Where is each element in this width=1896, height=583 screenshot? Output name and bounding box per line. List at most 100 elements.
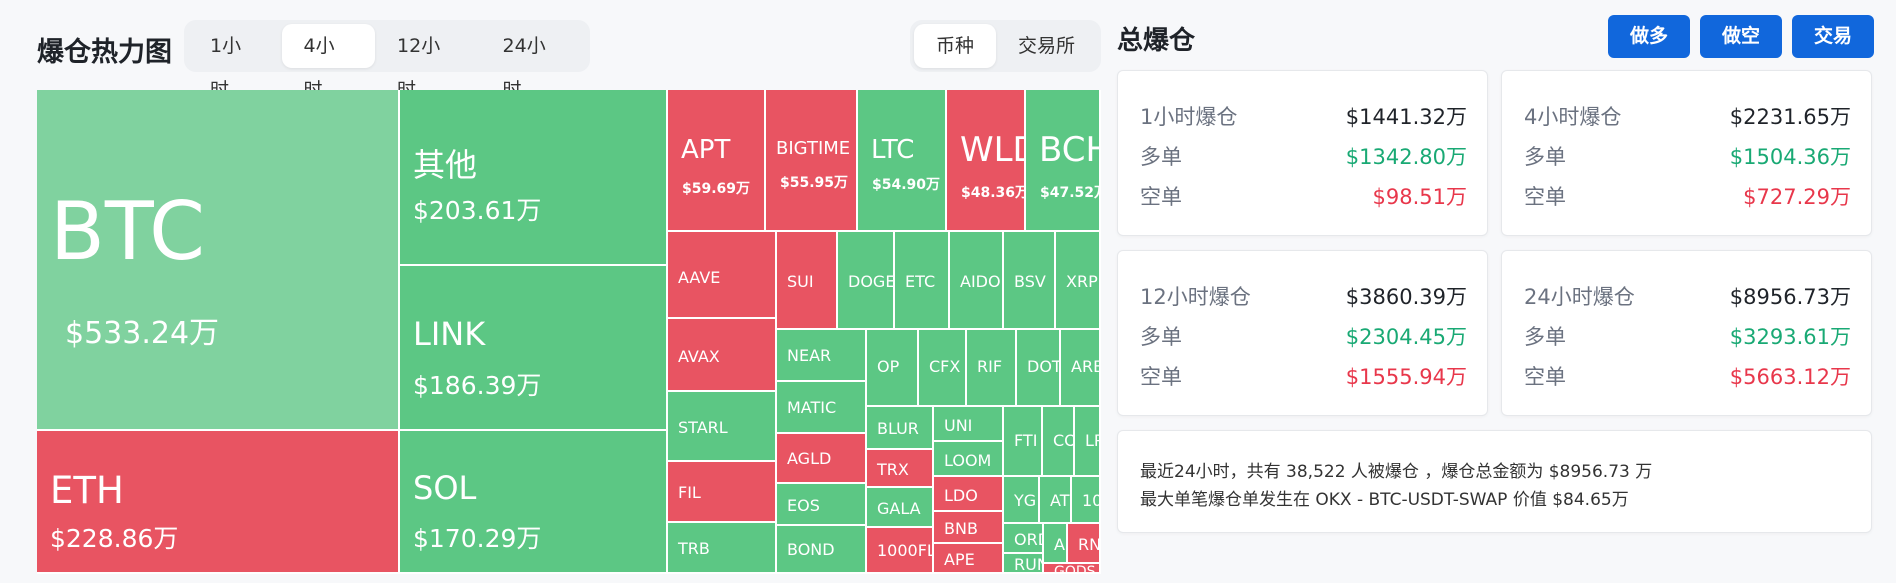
tile-symbol: CFX <box>929 357 961 376</box>
treemap-tile-ord[interactable]: ORD <box>1004 524 1044 554</box>
tile-symbol: RUN <box>1014 555 1042 574</box>
treemap-tile-rn[interactable]: RN <box>1068 524 1101 564</box>
tile-symbol: GALA <box>877 499 921 518</box>
tile-symbol: AIDO <box>960 272 1001 291</box>
treemap-tile-bigtime[interactable]: BIGTIME $55.95万 <box>766 90 858 232</box>
treemap-tile-xrp[interactable]: XRP <box>1056 232 1101 330</box>
treemap-tile-doge[interactable]: DOGE <box>838 232 895 330</box>
tile-symbol: WLD <box>960 130 1024 170</box>
long-label: 多单 <box>1140 145 1182 169</box>
card-1h: 1小时爆仓 $1441.32万 多单 $1342.80万 空单 $98.51万 <box>1117 70 1488 236</box>
tile-symbol: ARB <box>1071 357 1101 376</box>
treemap-tile-ad[interactable]: AD <box>1044 524 1068 564</box>
tile-symbol: AAVE <box>678 268 721 287</box>
long-label: 多单 <box>1524 145 1566 169</box>
trade-button[interactable]: 交易 <box>1792 15 1874 58</box>
treemap-tile-at[interactable]: AT <box>1040 477 1072 524</box>
treemap-tile-matic[interactable]: MATIC <box>777 382 867 434</box>
treemap-tile-eth[interactable]: ETH $228.86万 <box>37 431 400 574</box>
treemap-tile-blur[interactable]: BLUR <box>867 407 934 450</box>
treemap-tile-loom[interactable]: LOOM <box>934 442 1004 477</box>
treemap-tile-yg[interactable]: YG <box>1004 477 1040 524</box>
short-value: $5663.12万 <box>1729 365 1851 389</box>
short-label: 空单 <box>1524 365 1566 389</box>
treemap-tile-bond[interactable]: BOND <box>777 526 867 574</box>
treemap-tile-aido[interactable]: AIDO <box>950 232 1004 330</box>
card-total: $3860.39万 <box>1345 285 1467 309</box>
tab-coin[interactable]: 币种 <box>914 24 996 68</box>
treemap-tile-rif[interactable]: RIF <box>967 330 1017 407</box>
treemap-tile-co[interactable]: CO <box>1043 407 1075 477</box>
tile-symbol: FIL <box>678 483 701 502</box>
treemap-tile-gods[interactable]: GODS <box>1044 564 1101 574</box>
treemap-tile-avax[interactable]: AVAX <box>668 319 777 392</box>
tab-4h[interactable]: 4小时 <box>281 24 376 101</box>
treemap-tile-eos[interactable]: EOS <box>777 484 867 526</box>
treemap-tile-cfx[interactable]: CFX <box>919 330 967 407</box>
treemap-tile-其他[interactable]: 其他 $203.61万 <box>400 90 668 266</box>
tab-24h[interactable]: 24小时 <box>502 35 546 101</box>
treemap-tile-apt[interactable]: APT $59.69万 <box>668 90 766 232</box>
liquidation-heatmap: BTC $533.24万 ETH $228.86万 其他 $203.61万 LINK $186… <box>37 90 1101 574</box>
treemap-tile-ldo[interactable]: LDO <box>934 477 1004 512</box>
treemap-tile-op[interactable]: OP <box>867 330 919 407</box>
tile-symbol: BTC <box>50 185 205 278</box>
long-label: 多单 <box>1524 325 1566 349</box>
treemap-tile-arb[interactable]: ARB <box>1061 330 1101 407</box>
treemap-tile-near[interactable]: NEAR <box>777 330 867 382</box>
tile-symbol: STARL <box>678 418 728 437</box>
treemap-tile-fil[interactable]: FIL <box>668 462 777 523</box>
treemap-tile-starl[interactable]: STARL <box>668 392 777 462</box>
page-title: 爆仓热力图 <box>37 37 172 68</box>
treemap-tile-link[interactable]: LINK $186.39万 <box>400 266 668 431</box>
treemap-tile-fti[interactable]: FTI <box>1004 407 1043 477</box>
treemap-tile-run[interactable]: RUN <box>1004 554 1044 574</box>
treemap-tile-btc[interactable]: BTC $533.24万 <box>37 90 400 431</box>
treemap-tile-agld[interactable]: AGLD <box>777 434 867 484</box>
tile-symbol: YG <box>1014 491 1037 510</box>
tile-symbol: LDO <box>944 486 978 505</box>
tile-symbol: DOT <box>1027 357 1061 376</box>
tile-symbol: APT <box>681 135 731 165</box>
long-value: $1342.80万 <box>1345 145 1467 169</box>
tile-symbol: ETC <box>905 272 936 291</box>
tile-symbol: TRB <box>678 539 710 558</box>
treemap-tile-sol[interactable]: SOL $170.29万 <box>400 431 668 574</box>
treemap-tile-ape[interactable]: APE <box>934 544 1004 574</box>
short-value: $98.51万 <box>1372 185 1467 209</box>
treemap-tile-wld[interactable]: WLD $48.36万 <box>947 90 1026 232</box>
tab-exchange[interactable]: 交易所 <box>1018 35 1076 57</box>
short-label: 空单 <box>1140 185 1182 209</box>
treemap-tile-1000fl[interactable]: 1000FL <box>867 528 934 574</box>
summary-card: 最近24小时，共有 38,522 人被爆仓 ，爆仓总金额为 $8956.73 万… <box>1117 430 1872 533</box>
treemap-tile-aave[interactable]: AAVE <box>668 232 777 319</box>
treemap-tile-lp[interactable]: LP <box>1075 407 1101 477</box>
tab-12h[interactable]: 12小时 <box>397 35 441 101</box>
card-total: $8956.73万 <box>1729 285 1851 309</box>
tile-symbol: BCH <box>1039 130 1099 170</box>
summary-line-1: 最近24小时，共有 38,522 人被爆仓 ，爆仓总金额为 $8956.73 万 <box>1140 462 1653 482</box>
card-total: $2231.65万 <box>1729 105 1851 129</box>
treemap-tile-uni[interactable]: UNI <box>934 407 1004 442</box>
treemap-tile-bch[interactable]: BCH $47.52万 <box>1026 90 1101 232</box>
tab-1h[interactable]: 1小时 <box>210 35 242 101</box>
tile-symbol: TRX <box>877 460 909 479</box>
treemap-tile-sui[interactable]: SUI <box>777 232 838 330</box>
treemap-tile-dot[interactable]: DOT <box>1017 330 1061 407</box>
treemap-tile-bnb[interactable]: BNB <box>934 512 1004 544</box>
tile-symbol: LOOM <box>944 451 992 470</box>
tile-value: $186.39万 <box>413 371 542 400</box>
tile-symbol: BSV <box>1014 272 1046 291</box>
treemap-tile-trx[interactable]: TRX <box>867 450 934 488</box>
treemap-tile-100[interactable]: 100 <box>1072 477 1101 524</box>
short-label: 空单 <box>1140 365 1182 389</box>
tile-value: $47.52万 <box>1040 185 1099 201</box>
treemap-tile-bsv[interactable]: BSV <box>1004 232 1056 330</box>
treemap-tile-etc[interactable]: ETC <box>895 232 950 330</box>
long-button[interactable]: 做多 <box>1608 15 1690 58</box>
treemap-tile-trb[interactable]: TRB <box>668 523 777 574</box>
treemap-tile-gala[interactable]: GALA <box>867 488 934 528</box>
long-value: $3293.61万 <box>1729 325 1851 349</box>
treemap-tile-ltc[interactable]: LTC $54.90万 <box>858 90 947 232</box>
short-button[interactable]: 做空 <box>1700 15 1782 58</box>
